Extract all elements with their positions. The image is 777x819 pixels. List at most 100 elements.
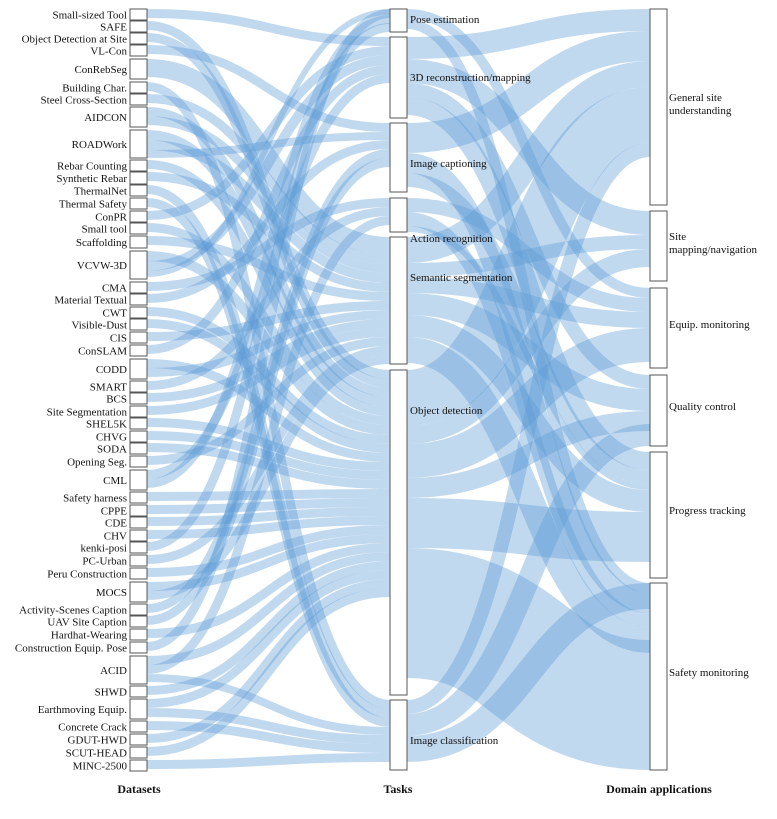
link-opening-seg-to-semantic-segmentation (146, 337, 391, 465)
task-node-image-captioning (389, 122, 408, 193)
link-pc-urban-to-semantic-segmentation (146, 346, 391, 564)
link-object-detection-to-site-mapping-navigation (406, 249, 651, 444)
link-3d-reconstruction-mapping-to-site-mapping-navigation (406, 59, 651, 235)
dataset-label-cwt: CWT (103, 308, 128, 320)
link-aidcon-to-object-detection (146, 107, 391, 397)
dataset-label-cma: CMA (102, 283, 127, 295)
domain-node-progress-tracking (649, 451, 668, 579)
link-image-captioning-to-safety-monitoring (405, 153, 652, 613)
link-roadwork-to-semantic-segmentation (146, 140, 391, 283)
dataset-label-scaffolding: Scaffolding (76, 237, 128, 249)
link-chv-to-object-detection (146, 516, 391, 539)
dataset-node-conpr (129, 210, 148, 223)
link-chvg-to-object-detection (146, 431, 391, 480)
link-image-classification-to-safety-monitoring (406, 583, 651, 762)
dataset-node-visible-dust (129, 318, 148, 331)
dataset-node-bcs (129, 392, 148, 405)
link-semantic-segmentation-to-quality-control (406, 293, 651, 411)
task-label-action-recognition: Action recognition (410, 233, 493, 245)
link-gdut-hwd-to-object-detection (146, 579, 391, 743)
link-mocs-to-semantic-segmentation (146, 355, 391, 600)
dataset-label-construction-equip-pose: Construction Equip. Pose (15, 643, 127, 655)
link-conslam-to-3d-reconstruction-mapping (146, 65, 391, 354)
link-cis-to-semantic-segmentation (146, 301, 391, 341)
link-peru-construction-to-object-detection (146, 525, 391, 577)
task-node-action-recognition (389, 197, 408, 233)
dataset-node-site-segmentation (129, 405, 148, 418)
link-visible-dust-to-object-detection (146, 319, 391, 453)
dataset-label-conpr: ConPR (95, 212, 127, 224)
dataset-label-shwd: SHWD (95, 687, 127, 699)
link-bcs-to-semantic-segmentation (146, 319, 391, 402)
dataset-node-cis (129, 331, 148, 344)
dataset-label-peru-construction: Peru Construction (47, 569, 127, 581)
link-object-detection-to-quality-control (406, 411, 651, 498)
dataset-node-cma (129, 281, 148, 294)
dataset-node-peru-construction (129, 567, 148, 580)
link-thermal-safety-to-image-classification (146, 198, 391, 727)
dataset-node-shel5k (129, 417, 148, 430)
dataset-label-steel-cross-section: Steel Cross-Section (41, 95, 128, 107)
dataset-node-pc-urban (129, 554, 148, 567)
dataset-node-codd (129, 358, 148, 380)
dataset-node-steel-cross-section (129, 93, 148, 106)
link-image-classification-to-general-site-understanding (406, 143, 651, 714)
task-label-3d-reconstruction-mapping: 3D reconstruction/mapping (410, 72, 531, 84)
link-earthmoving-equip-to-object-detection (146, 570, 391, 708)
dataset-node-cwt (129, 306, 148, 319)
dataset-node-smart (129, 380, 148, 393)
domain-label-site-mapping-navigation: Site mapping/navigation (669, 231, 757, 256)
link-kenki-posi-to-pose-estimation (146, 23, 391, 551)
column-title-domains: Domain applications (606, 782, 712, 796)
dataset-node-rebar-counting (129, 159, 148, 172)
dataset-node-cde (129, 516, 148, 529)
dataset-node-chv (129, 529, 148, 542)
task-label-image-captioning: Image captioning (410, 158, 487, 170)
dataset-label-soda: SODA (97, 444, 127, 456)
link-pose-estimation-to-equip-monitoring (406, 9, 651, 298)
link-roadwork-to-object-detection (146, 130, 391, 407)
dataset-label-rebar-counting: Rebar Counting (57, 161, 127, 173)
dataset-label-roadwork: ROADWork (72, 139, 128, 151)
dataset-label-building-char: Building Char. (62, 83, 127, 95)
dataset-node-conrebseg (129, 58, 148, 80)
dataset-label-activity-scenes-caption: Activity-Scenes Caption (19, 605, 127, 617)
domain-node-general-site-understanding (649, 8, 668, 206)
dataset-label-concrete-crack: Concrete Crack (58, 722, 127, 734)
link-shel5k-to-object-detection (146, 418, 391, 471)
link-object-detection-to-general-site-understanding (404, 87, 653, 426)
dataset-node-safe (129, 20, 148, 33)
link-mocs-to-object-detection (146, 534, 391, 591)
link-3d-reconstruction-mapping-to-general-site-understanding (406, 9, 651, 59)
link-cwt-to-object-detection (146, 307, 391, 444)
dataset-node-hardhat-wearing (129, 628, 148, 641)
task-domain-links (404, 9, 653, 770)
link-semantic-segmentation-to-safety-monitoring (406, 337, 651, 653)
link-cppe-to-object-detection (146, 498, 391, 514)
domain-node-quality-control (649, 374, 668, 447)
dataset-label-cppe: CPPE (101, 506, 128, 518)
link-safe-to-object-detection (146, 21, 391, 379)
domain-label-quality-control: Quality control (669, 401, 736, 413)
dataset-label-synthetic-rebar: Synthetic Rebar (56, 173, 127, 185)
dataset-node-soda (129, 442, 148, 455)
task-label-pose-estimation: Pose estimation (410, 14, 480, 26)
dataset-node-small-sized-tool (129, 8, 148, 21)
task-label-object-detection: Object detection (410, 405, 483, 417)
link-conpr-to-3d-reconstruction-mapping (146, 46, 391, 220)
dataset-label-visible-dust: Visible-Dust (71, 320, 127, 332)
dataset-label-cml: CML (103, 475, 127, 487)
link-smart-to-action-recognition (146, 207, 391, 390)
dataset-label-acid: ACID (100, 665, 127, 677)
domain-node-safety-monitoring (649, 582, 668, 771)
dataset-label-thermalnet: ThermalNet (74, 186, 127, 198)
link-concrete-crack-to-image-classification (146, 721, 391, 753)
link-synthetic-rebar-to-semantic-segmentation (146, 172, 391, 292)
link-site-segmentation-to-semantic-segmentation (146, 328, 391, 415)
link-codd-to-semantic-segmentation (146, 310, 391, 377)
dataset-label-codd: CODD (96, 364, 127, 376)
link-uav-site-caption-to-image-captioning (146, 158, 391, 625)
link-semantic-segmentation-to-progress-tracking (406, 315, 651, 512)
dataset-node-gdut-hwd (129, 733, 148, 746)
